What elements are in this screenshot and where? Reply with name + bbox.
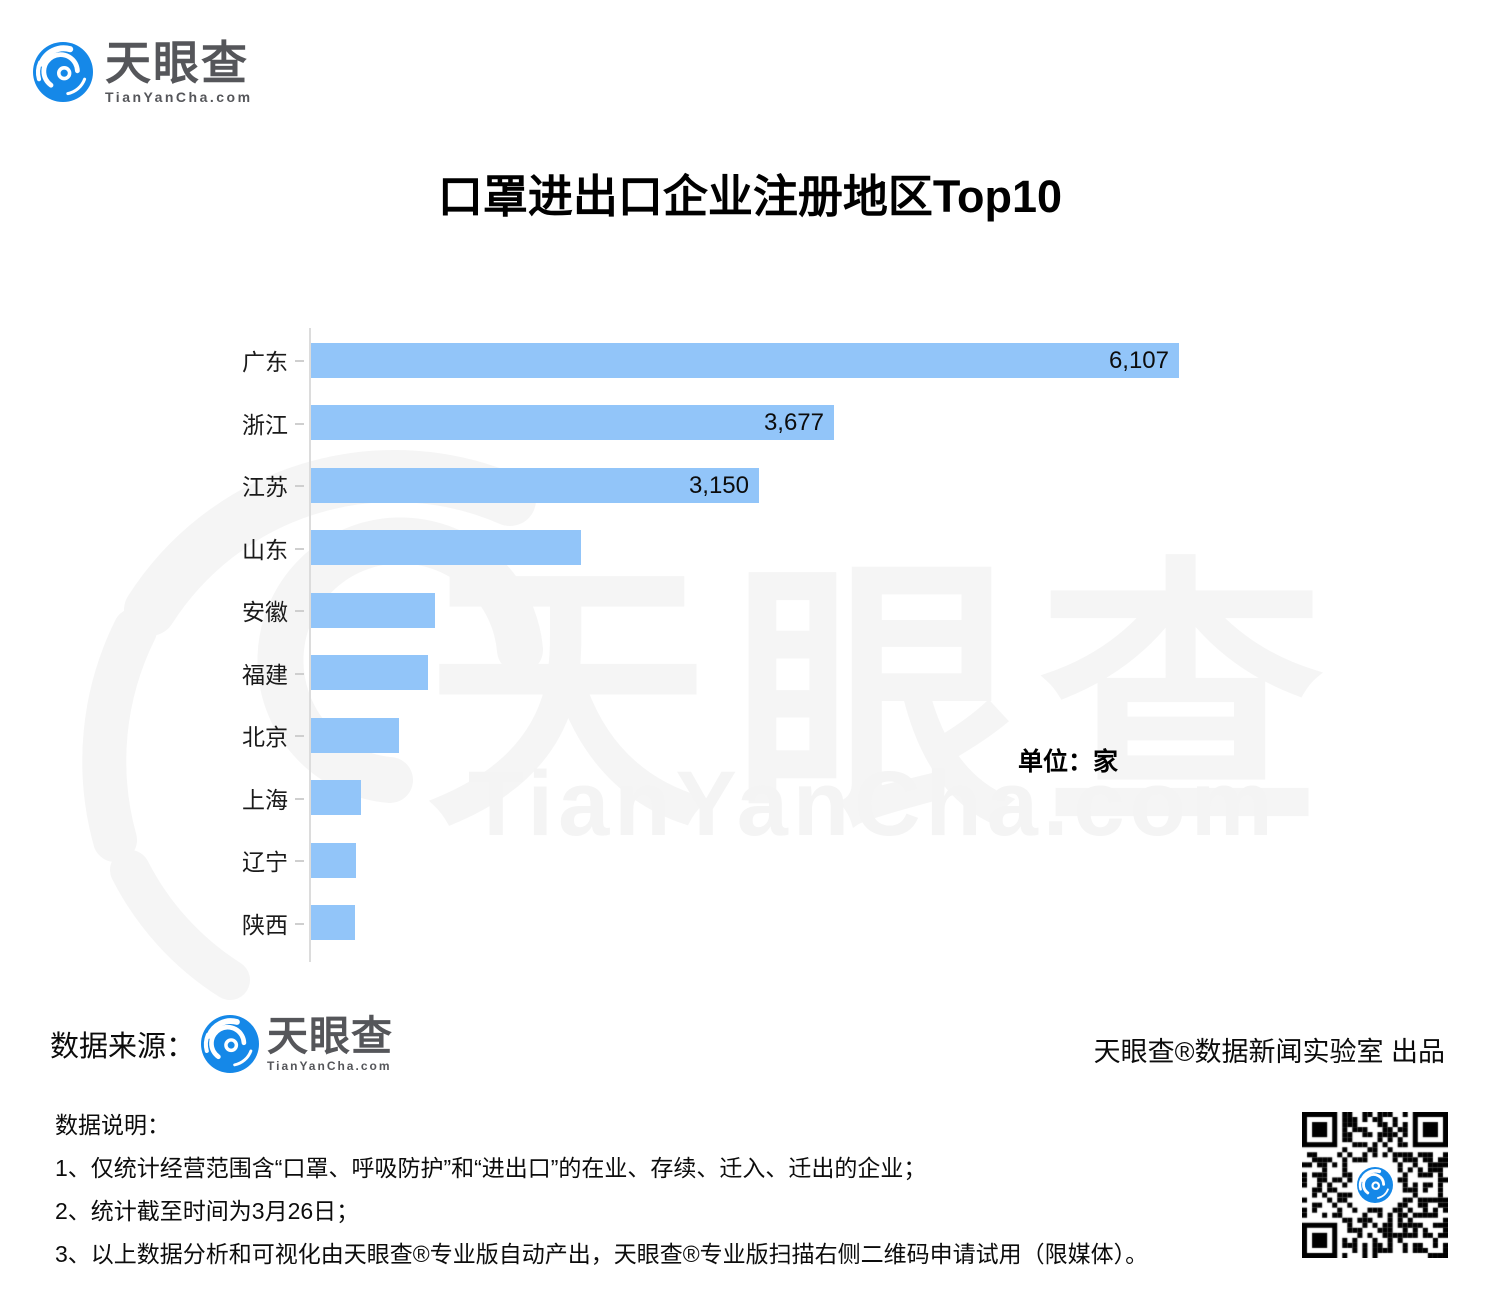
data-notes: 数据说明： 1、仅统计经营范围含“口罩、呼吸防护”和“进出口”的在业、存续、迁入… xyxy=(55,1110,1148,1269)
axis-tick-slot xyxy=(288,329,311,392)
bar-福建 xyxy=(311,655,428,691)
axis-tick xyxy=(295,672,304,675)
bar-chart: 广东 6,107 浙江 3,677 江苏 3,150 山东安徽福建北京上海辽宁陕西 xyxy=(0,329,1460,954)
brand-name: 天眼查 xyxy=(105,37,249,89)
bar-浙江: 3,677 xyxy=(311,405,834,441)
chart-row: 山东 xyxy=(0,517,1460,580)
note-line-3: 3、以上数据分析和可视化由天眼查®专业版自动产出，天眼查®专业版扫描右侧二维码申… xyxy=(55,1241,1149,1267)
value-label: 3,150 xyxy=(688,471,749,499)
axis-tick-slot xyxy=(288,517,311,580)
chart-row: 广东 6,107 xyxy=(0,329,1460,392)
chart-row: 安徽 xyxy=(0,579,1460,642)
source-brand-name: 天眼查 xyxy=(267,1013,394,1059)
chart-row: 北京 xyxy=(0,704,1460,767)
category-label: 福建 xyxy=(242,661,288,688)
chart-row: 陕西 xyxy=(0,892,1460,955)
category-axis-line xyxy=(309,328,311,962)
axis-tick-slot xyxy=(288,892,311,955)
source-brand-text: 天眼查 TianYanCha.com xyxy=(267,1013,394,1073)
producer-credit: 天眼查®数据新闻实验室 出品 xyxy=(1093,1037,1445,1067)
axis-tick-slot xyxy=(288,829,311,892)
brand-logo: 天眼查 TianYanCha.com xyxy=(33,40,253,104)
source-label: 数据来源： xyxy=(50,1031,196,1063)
category-label: 广东 xyxy=(242,349,288,376)
category-label: 安徽 xyxy=(242,599,288,626)
axis-tick xyxy=(295,797,304,800)
value-label: 3,677 xyxy=(763,409,824,437)
note-line-2: 2、统计截至时间为3月26日； xyxy=(55,1198,360,1224)
brand-text-block: 天眼查 TianYanCha.com xyxy=(105,40,253,104)
bar-上海 xyxy=(311,780,361,816)
axis-tick-slot xyxy=(288,579,311,642)
axis-tick-slot xyxy=(288,392,311,455)
data-source-row: 数据来源： 天眼查 TianYanCha.com xyxy=(50,1012,393,1076)
chart-row: 上海 xyxy=(0,767,1460,830)
axis-tick-slot xyxy=(288,767,311,830)
tianyancha-swirl-icon xyxy=(201,1015,259,1073)
note-line-1: 1、仅统计经营范围含“口罩、呼吸防护”和“进出口”的在业、存续、迁入、迁出的企业… xyxy=(55,1155,927,1181)
category-label: 江苏 xyxy=(242,474,288,501)
watermark-domain: TianYanCha.com xyxy=(468,753,1278,855)
bar-广东: 6,107 xyxy=(311,342,1179,378)
tianyancha-swirl-icon xyxy=(33,42,93,102)
axis-tick xyxy=(295,922,304,925)
qr-code xyxy=(1302,1112,1448,1258)
bar-江苏: 3,150 xyxy=(311,467,759,503)
brand-domain: TianYanCha.com xyxy=(105,89,253,105)
tianyancha-swirl-icon xyxy=(1357,1167,1393,1203)
unit-label: 单位：家 xyxy=(1018,748,1119,776)
qr-center-logo xyxy=(1353,1163,1397,1207)
bar-山东 xyxy=(311,530,581,566)
notes-heading: 数据说明： xyxy=(55,1112,170,1138)
value-label: 6,107 xyxy=(1108,346,1169,374)
axis-tick xyxy=(295,547,304,550)
category-label: 浙江 xyxy=(242,411,288,438)
chart-row: 浙江 3,677 xyxy=(0,392,1460,455)
chart-row: 福建 xyxy=(0,642,1460,705)
axis-tick xyxy=(295,860,304,863)
chart-row: 辽宁 xyxy=(0,829,1460,892)
category-label: 山东 xyxy=(242,536,288,563)
category-label: 辽宁 xyxy=(242,849,288,876)
axis-tick-slot xyxy=(288,454,311,517)
bar-陕西 xyxy=(311,905,355,941)
axis-tick xyxy=(295,610,304,613)
watermark-text: 天眼查 xyxy=(425,541,1346,859)
axis-tick xyxy=(295,735,304,738)
category-label: 陕西 xyxy=(242,911,288,938)
source-brand-domain: TianYanCha.com xyxy=(267,1059,392,1073)
bar-辽宁 xyxy=(311,842,356,878)
axis-tick-slot xyxy=(288,642,311,705)
axis-tick xyxy=(295,422,304,425)
source-brand-logo: 天眼查 TianYanCha.com xyxy=(201,1015,393,1073)
page-title: 口罩进出口企业注册地区Top10 xyxy=(437,171,1063,222)
chart-row: 江苏 3,150 xyxy=(0,454,1460,517)
axis-tick xyxy=(295,485,304,488)
category-label: 上海 xyxy=(242,786,288,813)
bar-北京 xyxy=(311,717,399,753)
axis-tick xyxy=(295,360,304,363)
category-label: 北京 xyxy=(242,724,288,751)
bar-安徽 xyxy=(311,592,435,628)
axis-tick-slot xyxy=(288,704,311,767)
